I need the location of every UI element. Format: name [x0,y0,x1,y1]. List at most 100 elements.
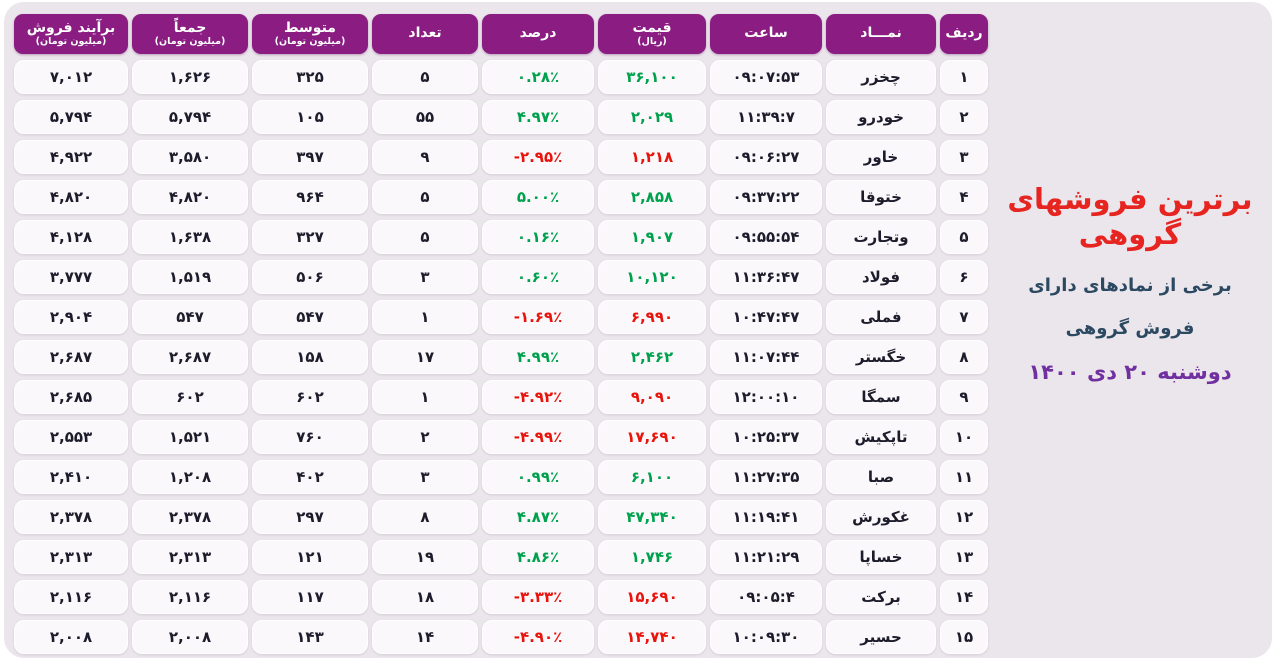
cell-price: ۱۵,۶۹۰ [598,580,706,614]
page-title: برترین فروشهای گروهی [1007,182,1253,251]
cell-count: ۵۵ [372,100,478,134]
cell-time: ۱۱:۰۷:۴۴ [710,340,822,374]
cell-price: ۹,۰۹۰ [598,380,706,414]
cell-percent: -۱.۶۹٪ [482,300,594,334]
cell-rank: ۶ [940,260,988,294]
cell-rank: ۹ [940,380,988,414]
cell-net: ۲,۴۱۰ [14,460,128,494]
cell-percent: -۳.۳۳٪ [482,580,594,614]
cell-symbol: تاپکیش [826,420,936,454]
cell-rank: ۱۰ [940,420,988,454]
cell-percent: ۴.۸۶٪ [482,540,594,574]
cell-rank: ۲ [940,100,988,134]
cell-total: ۱,۶۲۶ [132,60,248,94]
cell-net: ۲,۳۷۸ [14,500,128,534]
cell-total: ۲,۶۸۷ [132,340,248,374]
cell-rank: ۱۴ [940,580,988,614]
cell-symbol: غکورش [826,500,936,534]
cell-price: ۶,۱۰۰ [598,460,706,494]
cell-price: ۴۷,۳۴۰ [598,500,706,534]
cell-total: ۵,۷۹۴ [132,100,248,134]
cell-count: ۹ [372,140,478,174]
cell-rank: ۴ [940,180,988,214]
cell-average: ۷۶۰ [252,420,368,454]
cell-price: ۲,۴۶۲ [598,340,706,374]
column-header-label: نمـــاد [860,25,902,42]
cell-count: ۱۸ [372,580,478,614]
page-subtitle-line1: برخی از نمادهای دارای [1028,274,1232,296]
cell-total: ۲,۳۷۸ [132,500,248,534]
cell-symbol: برکت [826,580,936,614]
column-header-unit: (میلیون تومان) [35,35,107,47]
cell-rank: ۱۲ [940,500,988,534]
cell-price: ۱۰,۱۲۰ [598,260,706,294]
sales-table: ردیف نمـــاد ساعت قیمت (ریال) درصد تعداد متوسط(… [14,14,988,654]
cell-total: ۲,۱۱۶ [132,580,248,614]
cell-time: ۱۲:۰۰:۱۰ [710,380,822,414]
cell-time: ۰۹:۰۶:۲۷ [710,140,822,174]
cell-rank: ۸ [940,340,988,374]
cell-percent: ۰.۱۶٪ [482,220,594,254]
cell-net: ۲,۰۰۸ [14,620,128,654]
cell-total: ۲,۳۱۳ [132,540,248,574]
cell-symbol: خودرو [826,100,936,134]
cell-count: ۵ [372,60,478,94]
cell-total: ۴,۸۲۰ [132,180,248,214]
cell-net: ۲,۶۸۷ [14,340,128,374]
cell-rank: ۱۳ [940,540,988,574]
cell-price: ۶,۹۹۰ [598,300,706,334]
cell-time: ۱۱:۲۷:۳۵ [710,460,822,494]
column-header-unit: (میلیون تومان) [154,35,226,47]
cell-net: ۷,۰۱۲ [14,60,128,94]
cell-time: ۰۹:۰۵:۴ [710,580,822,614]
cell-time: ۱۱:۱۹:۴۱ [710,500,822,534]
cell-count: ۱۴ [372,620,478,654]
cell-net: ۲,۹۰۴ [14,300,128,334]
cell-percent: -۲.۹۵٪ [482,140,594,174]
cell-average: ۲۹۷ [252,500,368,534]
cell-net: ۲,۶۸۵ [14,380,128,414]
cell-net: ۲,۳۱۳ [14,540,128,574]
cell-symbol: خساپا [826,540,936,574]
cell-rank: ۷ [940,300,988,334]
cell-average: ۳۲۷ [252,220,368,254]
cell-total: ۳,۵۸۰ [132,140,248,174]
cell-percent: ۴.۹۹٪ [482,340,594,374]
cell-count: ۱ [372,300,478,334]
cell-average: ۵۴۷ [252,300,368,334]
cell-symbol: حسیر [826,620,936,654]
cell-symbol: فملی [826,300,936,334]
column-header-label: ساعت [744,25,788,42]
cell-average: ۱۰۵ [252,100,368,134]
cell-price: ۱,۷۴۶ [598,540,706,574]
column-header-rank: ردیف [940,14,988,54]
cell-symbol: خگستر [826,340,936,374]
cell-total: ۱,۲۰۸ [132,460,248,494]
cell-time: ۱۰:۴۷:۴۷ [710,300,822,334]
column-header-label: تعداد [408,25,442,42]
cell-symbol: خاور [826,140,936,174]
cell-percent: ۵.۰۰٪ [482,180,594,214]
cell-average: ۶۰۲ [252,380,368,414]
column-header-label: قیمت [632,19,672,36]
cell-average: ۹۶۴ [252,180,368,214]
cell-price: ۲,۰۲۹ [598,100,706,134]
cell-net: ۴,۹۲۲ [14,140,128,174]
column-header-net: برآیند فروش (میلیون تومان) [14,14,128,54]
cell-percent: -۴.۹۹٪ [482,420,594,454]
cell-percent: ۰.۹۹٪ [482,460,594,494]
cell-net: ۴,۸۲۰ [14,180,128,214]
cell-average: ۱۴۳ [252,620,368,654]
cell-net: ۳,۷۷۷ [14,260,128,294]
column-header-label: جمعاً [173,19,207,36]
cell-percent: ۰.۲۸٪ [482,60,594,94]
cell-percent: ۴.۸۷٪ [482,500,594,534]
cell-total: ۱,۶۳۸ [132,220,248,254]
cell-percent: -۴.۹۰٪ [482,620,594,654]
cell-percent: ۰.۶۰٪ [482,260,594,294]
cell-time: ۱۱:۳۹:۷ [710,100,822,134]
cell-rank: ۱ [940,60,988,94]
cell-time: ۰۹:۵۵:۵۴ [710,220,822,254]
cell-average: ۳۲۵ [252,60,368,94]
cell-average: ۴۰۲ [252,460,368,494]
